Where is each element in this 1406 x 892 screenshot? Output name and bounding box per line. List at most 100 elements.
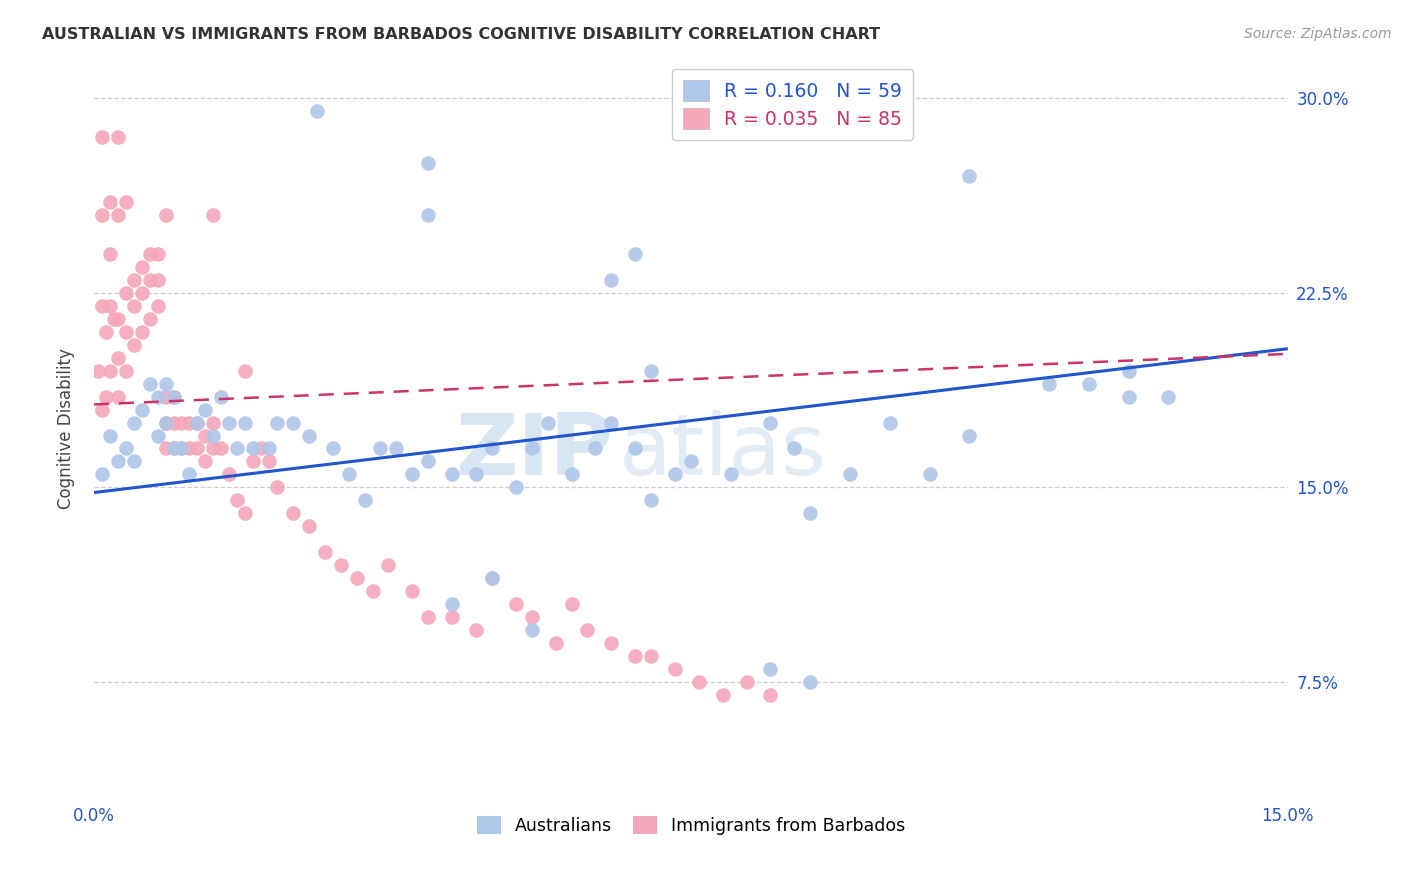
- Point: [600, 416, 623, 430]
- Point: [202, 442, 225, 456]
- Point: [560, 597, 582, 611]
- Point: [520, 623, 543, 637]
- Point: [209, 390, 232, 404]
- Point: [505, 597, 527, 611]
- Point: [465, 467, 488, 482]
- Point: [162, 416, 184, 430]
- Point: [759, 416, 782, 430]
- Point: [720, 467, 742, 482]
- Point: [155, 208, 177, 222]
- Point: [170, 442, 193, 456]
- Point: [337, 467, 360, 482]
- Point: [233, 364, 256, 378]
- Point: [194, 454, 217, 468]
- Point: [90, 208, 112, 222]
- Point: [401, 584, 423, 599]
- Point: [94, 390, 117, 404]
- Point: [162, 442, 184, 456]
- Point: [114, 325, 136, 339]
- Point: [146, 273, 169, 287]
- Point: [624, 648, 647, 663]
- Point: [233, 416, 256, 430]
- Point: [114, 442, 136, 456]
- Text: ZIP: ZIP: [456, 409, 613, 492]
- Point: [759, 688, 782, 702]
- Point: [314, 545, 336, 559]
- Point: [879, 416, 901, 430]
- Point: [298, 519, 321, 533]
- Point: [257, 442, 280, 456]
- Point: [98, 299, 121, 313]
- Point: [155, 376, 177, 391]
- Point: [329, 558, 352, 573]
- Point: [202, 416, 225, 430]
- Point: [218, 467, 240, 482]
- Point: [679, 454, 702, 468]
- Point: [640, 493, 662, 508]
- Point: [98, 428, 121, 442]
- Point: [305, 104, 328, 119]
- Point: [202, 428, 225, 442]
- Point: [90, 467, 112, 482]
- Point: [520, 442, 543, 456]
- Point: [959, 169, 981, 184]
- Point: [170, 416, 193, 430]
- Point: [640, 648, 662, 663]
- Point: [600, 636, 623, 650]
- Point: [122, 416, 145, 430]
- Point: [481, 442, 503, 456]
- Point: [298, 428, 321, 442]
- Point: [576, 623, 599, 637]
- Point: [170, 442, 193, 456]
- Point: [146, 299, 169, 313]
- Point: [266, 480, 288, 494]
- Point: [353, 493, 375, 508]
- Point: [226, 493, 249, 508]
- Point: [146, 428, 169, 442]
- Point: [122, 454, 145, 468]
- Point: [87, 364, 110, 378]
- Point: [114, 285, 136, 300]
- Point: [481, 571, 503, 585]
- Text: atlas: atlas: [619, 409, 827, 492]
- Text: AUSTRALIAN VS IMMIGRANTS FROM BARBADOS COGNITIVE DISABILITY CORRELATION CHART: AUSTRALIAN VS IMMIGRANTS FROM BARBADOS C…: [42, 27, 880, 42]
- Point: [544, 636, 567, 650]
- Point: [799, 506, 821, 520]
- Point: [162, 442, 184, 456]
- Point: [441, 467, 464, 482]
- Point: [799, 674, 821, 689]
- Point: [711, 688, 734, 702]
- Point: [162, 390, 184, 404]
- Point: [536, 416, 558, 430]
- Point: [418, 610, 440, 624]
- Point: [918, 467, 941, 482]
- Point: [370, 442, 392, 456]
- Point: [322, 442, 344, 456]
- Point: [600, 273, 623, 287]
- Point: [624, 442, 647, 456]
- Point: [138, 311, 160, 326]
- Text: Source: ZipAtlas.com: Source: ZipAtlas.com: [1244, 27, 1392, 41]
- Point: [688, 674, 710, 689]
- Point: [346, 571, 368, 585]
- Point: [103, 311, 125, 326]
- Point: [131, 325, 153, 339]
- Point: [839, 467, 862, 482]
- Point: [377, 558, 399, 573]
- Point: [194, 428, 217, 442]
- Point: [664, 662, 686, 676]
- Point: [1157, 390, 1180, 404]
- Point: [186, 416, 208, 430]
- Point: [281, 506, 304, 520]
- Point: [250, 442, 273, 456]
- Point: [138, 376, 160, 391]
- Point: [257, 454, 280, 468]
- Point: [122, 273, 145, 287]
- Point: [640, 364, 662, 378]
- Point: [418, 454, 440, 468]
- Point: [385, 442, 408, 456]
- Point: [107, 130, 129, 145]
- Point: [138, 247, 160, 261]
- Point: [281, 416, 304, 430]
- Point: [90, 402, 112, 417]
